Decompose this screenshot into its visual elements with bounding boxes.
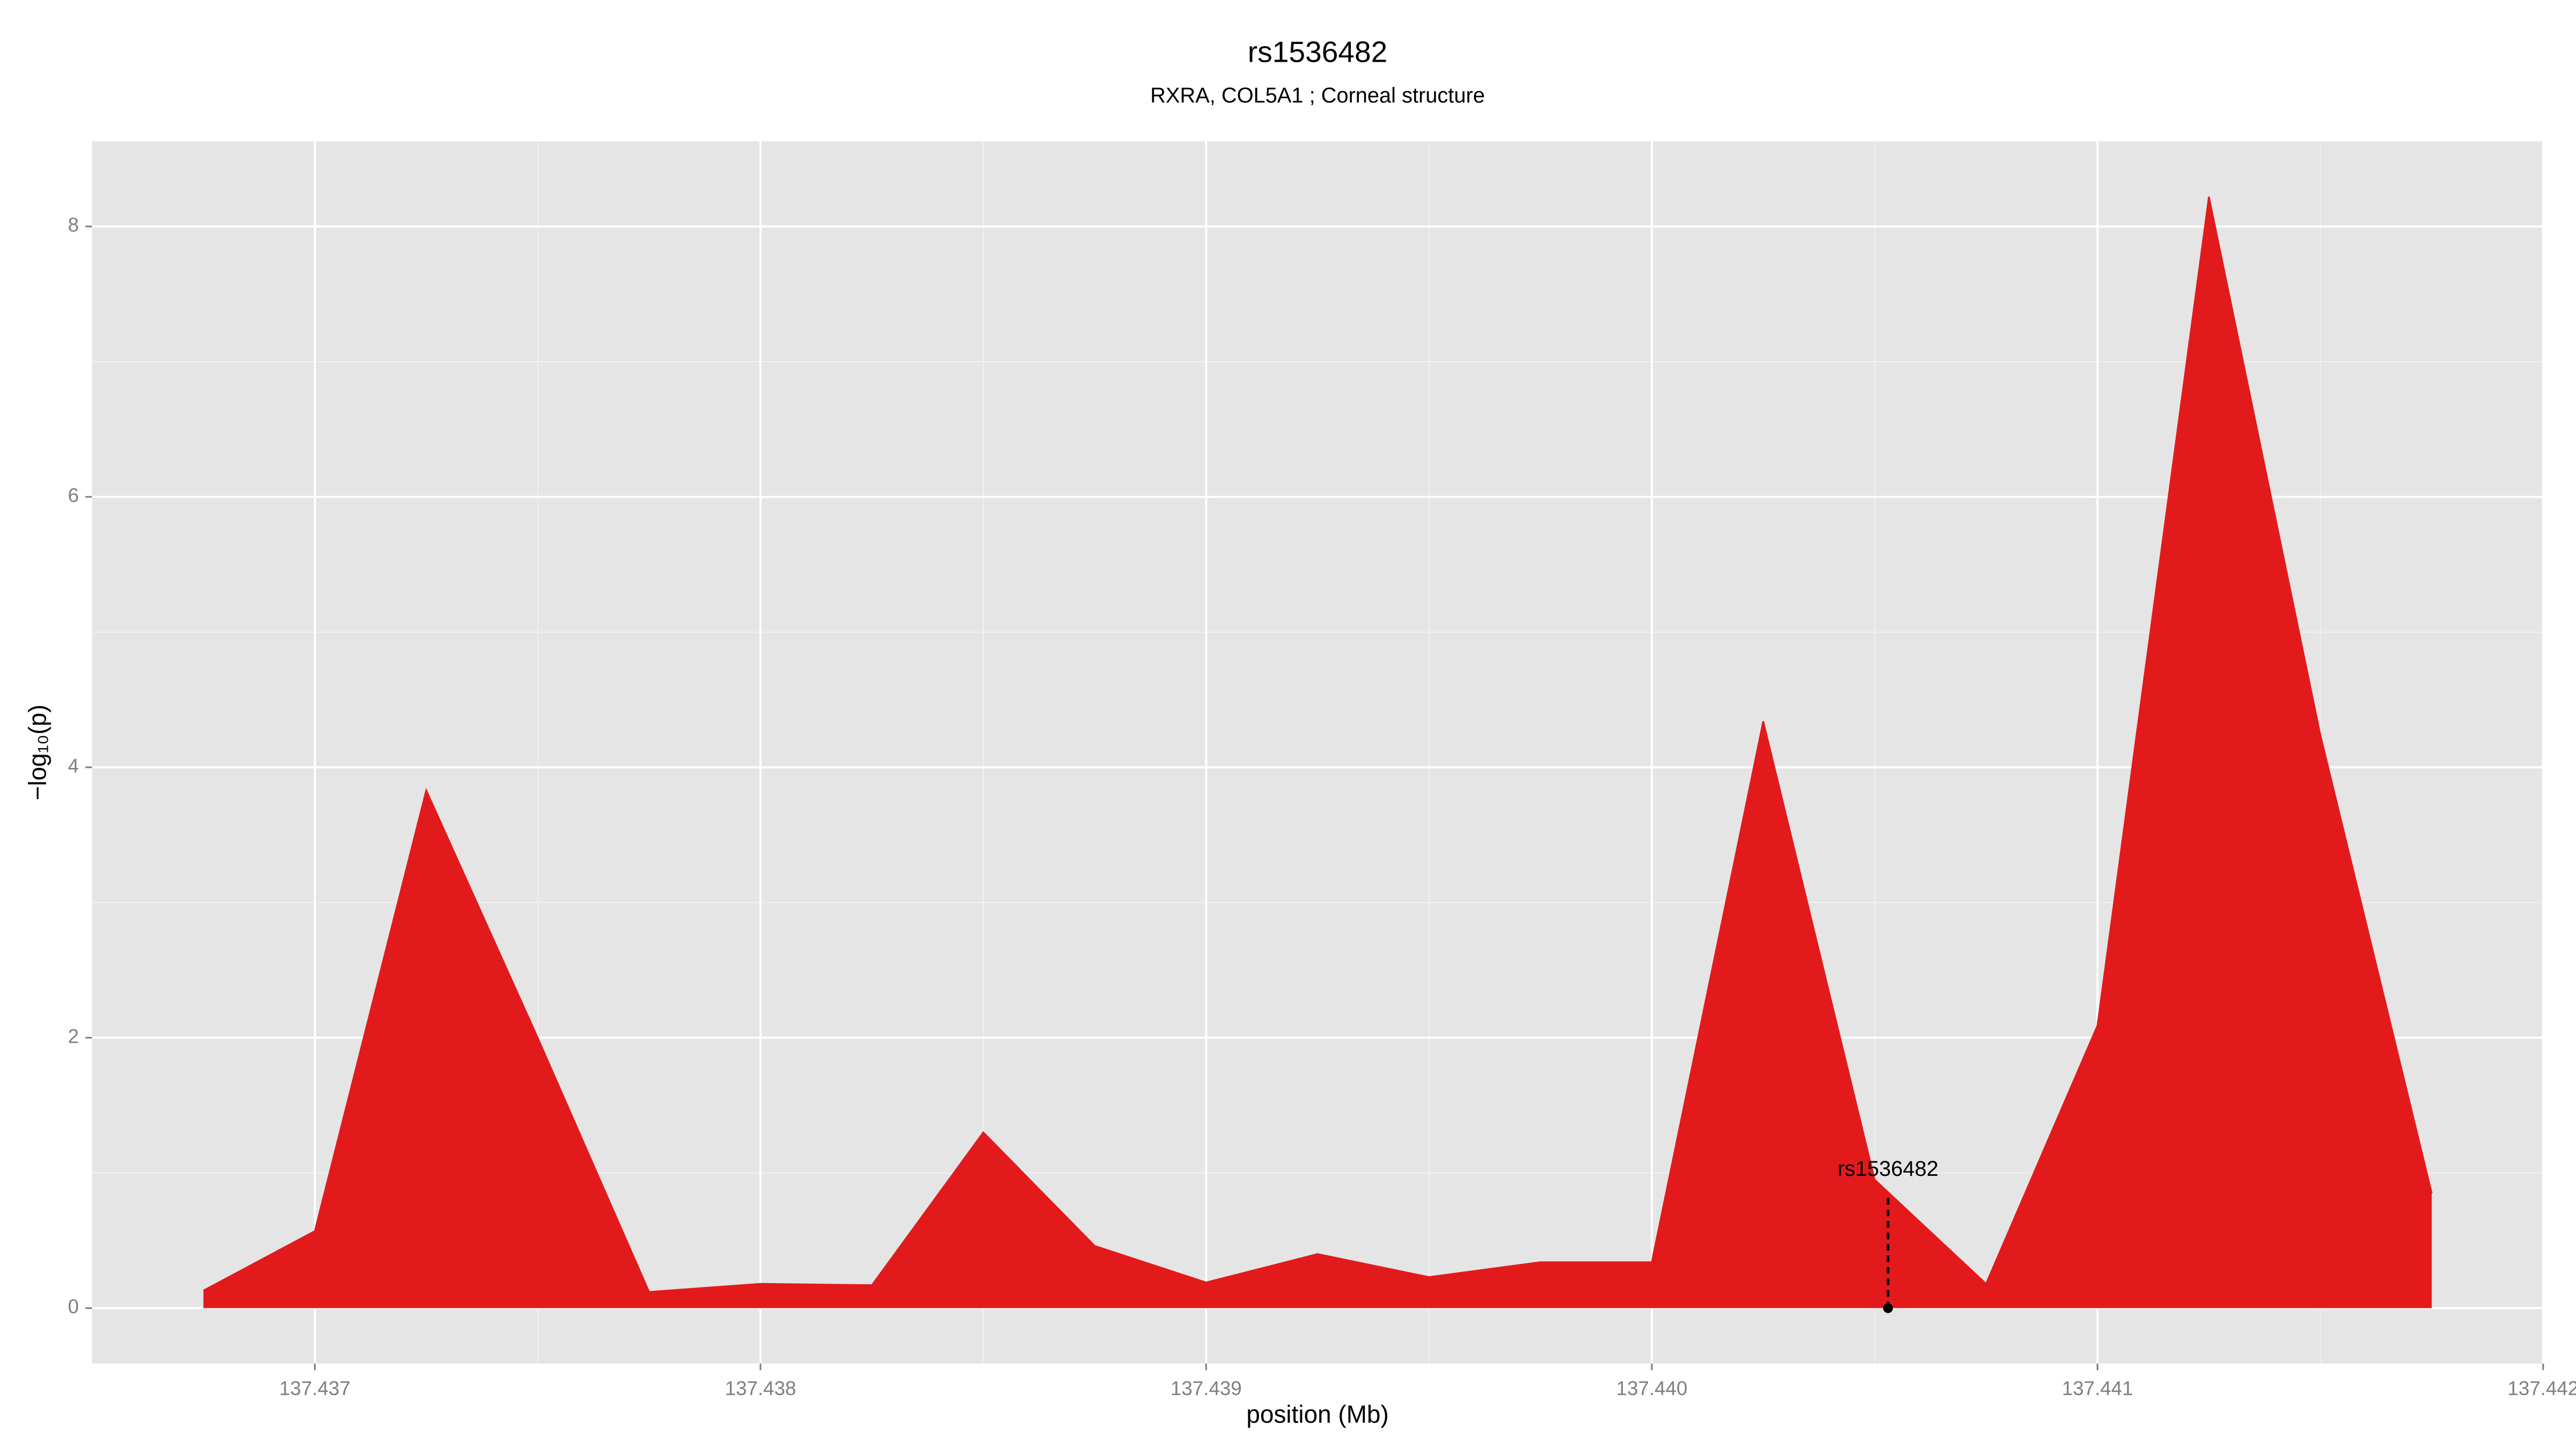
- y-tick-label: 0: [68, 1296, 79, 1318]
- annotation-point: [1883, 1303, 1893, 1313]
- x-tick-label: 137.441: [2062, 1377, 2133, 1399]
- x-tick-label: 137.437: [279, 1377, 350, 1399]
- x-axis-label: position (Mb): [1246, 1400, 1388, 1428]
- chart-title: rs1536482: [1248, 35, 1387, 69]
- y-axis-label: −log₁₀(p): [24, 705, 52, 801]
- y-tick-label: 4: [68, 755, 79, 777]
- x-tick-label: 137.442: [2507, 1377, 2576, 1399]
- area-fill: [203, 196, 2432, 1308]
- x-tick-label: 137.439: [1170, 1377, 1242, 1399]
- x-tick-label: 137.440: [1616, 1377, 1688, 1399]
- x-tick-label: 137.438: [725, 1377, 796, 1399]
- area-line: [203, 196, 2433, 1293]
- y-tick-label: 8: [68, 214, 79, 236]
- chart-subtitle: RXRA, COL5A1 ; Corneal structure: [1150, 84, 1485, 107]
- y-tick-label: 6: [68, 485, 79, 507]
- y-tick-label: 2: [68, 1025, 79, 1047]
- annotation-label: rs1536482: [1838, 1157, 1938, 1181]
